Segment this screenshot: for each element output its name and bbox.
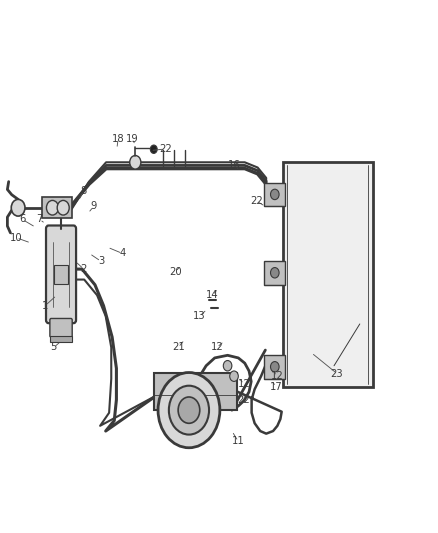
Text: 22: 22 [251, 196, 263, 206]
Text: 12: 12 [211, 343, 223, 352]
Text: 6: 6 [19, 214, 25, 224]
Text: 5: 5 [50, 343, 57, 352]
Text: 1: 1 [42, 301, 48, 311]
Bar [283, 162, 373, 386]
Circle shape [169, 386, 209, 434]
Text: 21: 21 [172, 343, 184, 352]
Circle shape [271, 361, 279, 372]
Text: 16: 16 [228, 160, 240, 169]
FancyBboxPatch shape [46, 225, 76, 323]
Circle shape [130, 156, 141, 169]
Circle shape [223, 360, 232, 371]
Circle shape [271, 189, 279, 200]
Text: 3: 3 [98, 256, 104, 266]
Text: 22: 22 [159, 144, 172, 154]
Bar [154, 373, 237, 410]
Circle shape [46, 200, 58, 215]
Text: 12: 12 [237, 379, 250, 389]
Bar [265, 356, 285, 379]
Text: 4: 4 [119, 248, 126, 259]
Text: 12: 12 [271, 371, 283, 381]
Text: 20: 20 [169, 266, 181, 277]
Text: 14: 14 [206, 290, 219, 300]
Circle shape [271, 268, 279, 278]
Text: 11: 11 [232, 437, 245, 447]
Text: 7: 7 [36, 214, 43, 224]
Text: 17: 17 [270, 382, 283, 392]
Text: 2: 2 [81, 264, 87, 274]
Circle shape [150, 145, 157, 154]
Text: 23: 23 [331, 369, 343, 378]
Text: 8: 8 [81, 186, 87, 196]
Text: 19: 19 [126, 134, 139, 143]
Text: 10: 10 [10, 233, 23, 243]
Bar [265, 183, 285, 206]
Circle shape [230, 371, 238, 382]
FancyBboxPatch shape [50, 319, 72, 337]
Text: 22: 22 [237, 395, 250, 405]
Circle shape [11, 199, 25, 216]
Bar [265, 261, 285, 285]
Bar [42, 197, 72, 218]
Circle shape [57, 200, 69, 215]
Circle shape [158, 373, 220, 448]
Text: 9: 9 [91, 201, 97, 212]
Circle shape [178, 397, 200, 423]
Text: 18: 18 [112, 134, 124, 143]
Bar [50, 336, 72, 342]
Bar [54, 265, 68, 284]
Text: 13: 13 [193, 311, 206, 321]
